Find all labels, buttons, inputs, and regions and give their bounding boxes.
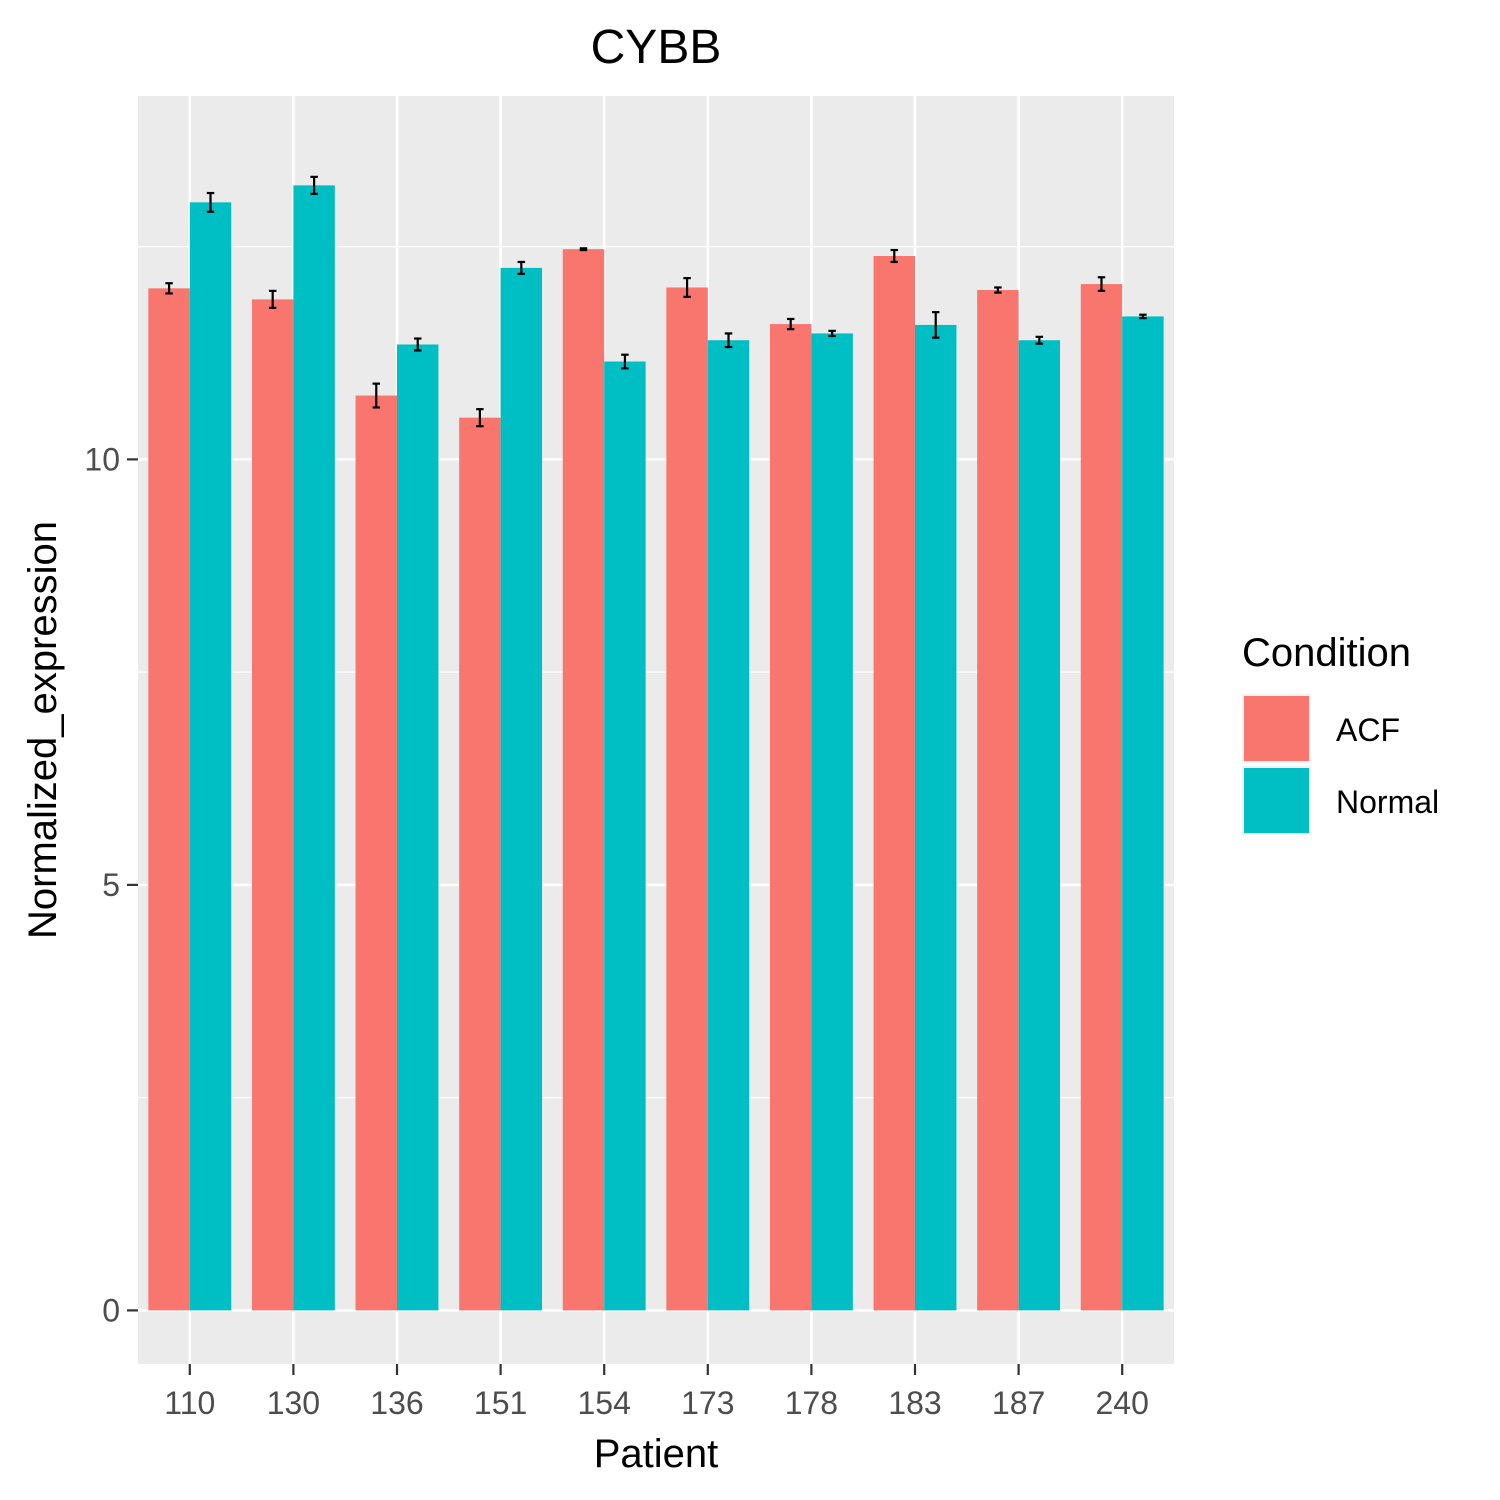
y-axis-title: Normalized_expression [21,521,65,939]
bar-normal-178 [811,333,853,1311]
x-tick-label: 187 [992,1385,1045,1421]
axes: 0 5 10 110 130 136 151 154 173 178 183 187 240 [84,441,1148,1421]
legend: Condition ACF Normal [1242,631,1439,835]
bar-normal-240 [1122,316,1164,1311]
bar-acf-130 [251,299,294,1311]
x-tick-label: 136 [370,1385,423,1421]
bar-normal-183 [915,324,957,1311]
error-bar-acf-130 [268,289,277,310]
bar-acf-110 [148,288,190,1311]
y-tick-label: 0 [102,1292,120,1328]
x-tick-label: 240 [1096,1385,1149,1421]
x-tick-label: 154 [578,1385,631,1421]
error-bar-normal-178 [828,329,836,338]
y-tick-label: 5 [102,867,120,903]
bar-normal-187 [1018,340,1061,1311]
x-tick-label: 151 [474,1385,527,1421]
error-bar-normal-130 [310,175,318,195]
legend-label-normal: Normal [1336,784,1439,820]
x-tick-label: 130 [267,1385,320,1421]
error-bar-normal-187 [1035,335,1044,345]
bar-acf-183 [873,255,915,1311]
bar-normal-173 [707,340,750,1311]
x-tick-label: 178 [785,1385,838,1421]
bar-normal-110 [189,202,232,1311]
x-tick-label: 110 [164,1385,215,1421]
x-axis-title: Patient [594,1432,719,1476]
error-bar-acf-178 [786,317,795,331]
error-bar-normal-173 [724,332,733,349]
error-bar-acf-154 [579,247,588,252]
legend-swatch-normal [1244,768,1309,833]
bar-normal-154 [604,361,646,1311]
x-tick-label: 183 [888,1385,941,1421]
bar-normal-136 [397,344,439,1311]
error-bar-normal-136 [413,337,422,352]
error-bar-acf-136 [372,382,381,409]
bar-acf-136 [355,395,397,1311]
error-bar-normal-154 [621,353,629,370]
error-bar-normal-151 [517,260,526,275]
error-bar-acf-187 [994,286,1002,294]
legend-swatch-acf [1244,696,1309,761]
error-bar-normal-110 [206,191,215,213]
error-bar-acf-240 [1097,276,1106,292]
error-bar-acf-183 [890,248,899,264]
bar-acf-154 [562,249,605,1311]
chart-title: CYBB [591,21,722,74]
bar-acf-151 [459,417,501,1311]
bar-acf-240 [1080,284,1123,1311]
error-bar-acf-173 [683,277,691,298]
error-bar-acf-110 [165,282,173,295]
error-bar-acf-151 [476,408,484,428]
legend-title: Condition [1242,631,1411,675]
y-tick-label: 10 [84,441,120,477]
legend-label-acf: ACF [1336,712,1400,748]
bar-normal-130 [293,185,335,1311]
bar-acf-178 [769,324,812,1311]
error-bars [165,175,1147,428]
error-bar-normal-240 [1139,313,1147,320]
bars [148,185,1164,1311]
bar-normal-151 [500,267,543,1311]
bar-acf-187 [977,290,1019,1311]
error-bar-normal-183 [931,311,940,339]
x-tick-label: 173 [681,1385,734,1421]
bar-acf-173 [666,287,708,1311]
